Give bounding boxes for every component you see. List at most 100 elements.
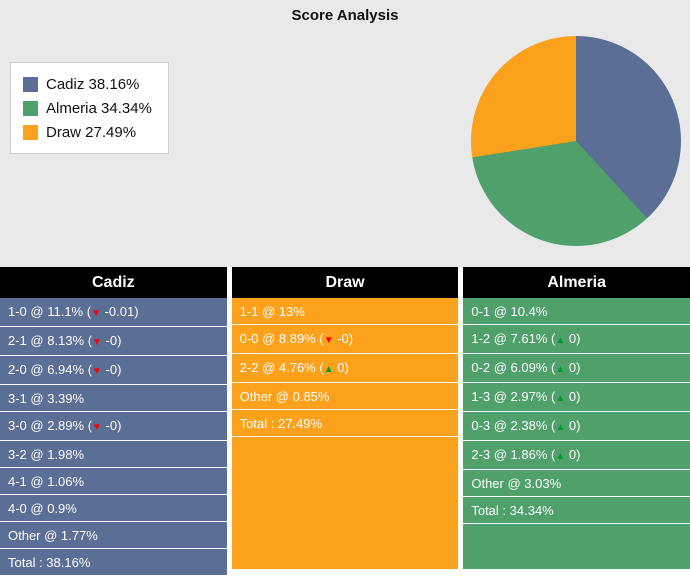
table-header: Almeria bbox=[463, 267, 690, 298]
chart-area: Score Analysis Cadiz 38.16% Almeria 34.34… bbox=[0, 0, 690, 267]
trend-up-icon: ▲ bbox=[323, 364, 334, 375]
row-label: 1-3 @ 2.97% bbox=[471, 389, 548, 404]
row-label: 0-2 @ 6.09% bbox=[471, 360, 548, 375]
table-row: 0-3 @ 2.38% (▲ 0) bbox=[463, 412, 690, 441]
chart-title: Score Analysis bbox=[291, 7, 399, 24]
trend-open-paren: ( bbox=[547, 447, 556, 462]
trend-down-icon: ▼ bbox=[91, 308, 101, 319]
row-label: 2-3 @ 1.86% bbox=[471, 447, 548, 462]
trend-up-icon: ▲ bbox=[555, 393, 566, 404]
trend-delta: 0) bbox=[565, 360, 581, 375]
row-label: 3-0 @ 2.89% bbox=[8, 418, 85, 433]
table-row: Total : 38.16% bbox=[0, 549, 227, 576]
trend-delta: -0) bbox=[101, 418, 122, 433]
trend-delta: 0) bbox=[565, 447, 581, 462]
trend-open-paren: ( bbox=[547, 331, 556, 346]
table-header: Draw bbox=[231, 267, 459, 298]
table-row: Other @ 0.85% bbox=[231, 383, 459, 410]
row-label: Total : 34.34% bbox=[471, 503, 554, 518]
table-row: 1-2 @ 7.61% (▲ 0) bbox=[463, 325, 690, 354]
table-row: Total : 34.34% bbox=[463, 497, 690, 524]
row-label: Other @ 3.03% bbox=[471, 476, 562, 491]
table-row: 3-1 @ 3.39% bbox=[0, 385, 227, 412]
trend-open-paren: ( bbox=[84, 418, 93, 433]
table-row: 1-3 @ 2.97% (▲ 0) bbox=[463, 383, 690, 412]
legend-label: Draw 27.49% bbox=[46, 123, 137, 141]
chart-legend: Cadiz 38.16% Almeria 34.34% Draw 27.49% bbox=[10, 62, 169, 154]
table-body: 1-1 @ 13% 0-0 @ 8.89% (▼ -0) 2-2 @ 4.76% (… bbox=[231, 298, 459, 569]
row-label: 3-1 @ 3.39% bbox=[8, 391, 85, 406]
legend-swatch bbox=[23, 124, 38, 140]
trend-down-icon: ▼ bbox=[92, 366, 102, 377]
trend-open-paren: ( bbox=[84, 333, 93, 348]
row-label: 0-3 @ 2.38% bbox=[471, 418, 548, 433]
table-row: Other @ 3.03% bbox=[463, 470, 690, 497]
table-row: 0-2 @ 6.09% (▲ 0) bbox=[463, 354, 690, 383]
table-row: 0-0 @ 8.89% (▼ -0) bbox=[231, 325, 459, 354]
trend-delta: 0) bbox=[565, 389, 581, 404]
trend-up-icon: ▲ bbox=[555, 364, 566, 375]
table-row: 4-0 @ 0.9% bbox=[0, 495, 227, 522]
row-label: 1-1 @ 13% bbox=[239, 304, 305, 319]
row-label: 1-0 @ 11.1% bbox=[8, 304, 84, 319]
legend-label: Cadiz 38.16% bbox=[46, 75, 140, 93]
table-row: 0-1 @ 10.4% bbox=[463, 298, 690, 325]
legend-item: Almeria 34.34% bbox=[23, 96, 152, 120]
trend-delta: 0) bbox=[565, 418, 581, 433]
legend-swatch bbox=[23, 100, 38, 116]
trend-delta: -0) bbox=[101, 362, 122, 377]
table-row: 3-2 @ 1.98% bbox=[0, 441, 227, 468]
row-label: 3-2 @ 1.98% bbox=[8, 447, 85, 462]
score-table-draw: Draw 1-1 @ 13% 0-0 @ 8.89% (▼ -0) 2-2 @ 4.7… bbox=[231, 267, 459, 569]
pie-chart bbox=[471, 36, 681, 246]
legend-item: Draw 27.49% bbox=[23, 120, 152, 144]
trend-delta: -0.01) bbox=[100, 304, 139, 319]
trend-open-paren: ( bbox=[83, 304, 92, 319]
trend-open-paren: ( bbox=[547, 360, 556, 375]
trend-delta: 0) bbox=[565, 331, 581, 346]
trend-open-paren: ( bbox=[315, 331, 324, 346]
row-label: 2-0 @ 6.94% bbox=[8, 362, 85, 377]
trend-open-paren: ( bbox=[547, 389, 556, 404]
trend-open-paren: ( bbox=[547, 418, 556, 433]
table-header: Cadiz bbox=[0, 267, 227, 298]
row-label: 0-1 @ 10.4% bbox=[471, 304, 548, 319]
row-label: 0-0 @ 8.89% bbox=[239, 331, 316, 346]
row-label: Other @ 0.85% bbox=[239, 389, 330, 404]
trend-delta: -0) bbox=[101, 333, 122, 348]
table-body: 0-1 @ 10.4% 1-2 @ 7.61% (▲ 0) 0-2 @ 6.09% … bbox=[463, 298, 690, 569]
table-body: 1-0 @ 11.1% (▼ -0.01) 2-1 @ 8.13% (▼ -0) 2… bbox=[0, 298, 227, 576]
table-row: 1-1 @ 13% bbox=[231, 298, 459, 325]
trend-up-icon: ▲ bbox=[555, 422, 566, 433]
table-row: 3-0 @ 2.89% (▼ -0) bbox=[0, 412, 227, 441]
trend-up-icon: ▲ bbox=[555, 335, 566, 346]
trend-down-icon: ▼ bbox=[92, 337, 102, 348]
score-table-almeria: Almeria 0-1 @ 10.4% 1-2 @ 7.61% (▲ 0) 0-2 @… bbox=[463, 267, 690, 569]
trend-delta: 0) bbox=[333, 360, 349, 375]
table-row: Total : 27.49% bbox=[231, 410, 459, 437]
table-row: 2-2 @ 4.76% (▲ 0) bbox=[231, 354, 459, 383]
table-row: 1-0 @ 11.1% (▼ -0.01) bbox=[0, 298, 227, 327]
row-label: Total : 27.49% bbox=[239, 416, 323, 431]
row-label: 4-1 @ 1.06% bbox=[8, 474, 85, 489]
table-row: 2-0 @ 6.94% (▼ -0) bbox=[0, 356, 227, 385]
row-label: Total : 38.16% bbox=[8, 555, 91, 570]
row-label: 2-2 @ 4.76% bbox=[239, 360, 316, 375]
legend-label: Almeria 34.34% bbox=[46, 99, 152, 117]
trend-down-icon: ▼ bbox=[92, 422, 102, 433]
row-label: Other @ 1.77% bbox=[8, 528, 98, 543]
trend-open-paren: ( bbox=[315, 360, 324, 375]
row-label: 1-2 @ 7.61% bbox=[471, 331, 548, 346]
score-tables: Cadiz 1-0 @ 11.1% (▼ -0.01) 2-1 @ 8.13% (▼… bbox=[0, 267, 690, 576]
row-label: 4-0 @ 0.9% bbox=[8, 501, 77, 516]
trend-up-icon: ▲ bbox=[555, 451, 566, 462]
trend-delta: -0) bbox=[333, 331, 354, 346]
trend-down-icon: ▼ bbox=[323, 335, 334, 346]
trend-open-paren: ( bbox=[84, 362, 93, 377]
table-row: 2-3 @ 1.86% (▲ 0) bbox=[463, 441, 690, 470]
table-row: Other @ 1.77% bbox=[0, 522, 227, 549]
row-label: 2-1 @ 8.13% bbox=[8, 333, 85, 348]
legend-item: Cadiz 38.16% bbox=[23, 72, 152, 96]
table-row: 2-1 @ 8.13% (▼ -0) bbox=[0, 327, 227, 356]
score-table-cadiz: Cadiz 1-0 @ 11.1% (▼ -0.01) 2-1 @ 8.13% (▼… bbox=[0, 267, 227, 576]
